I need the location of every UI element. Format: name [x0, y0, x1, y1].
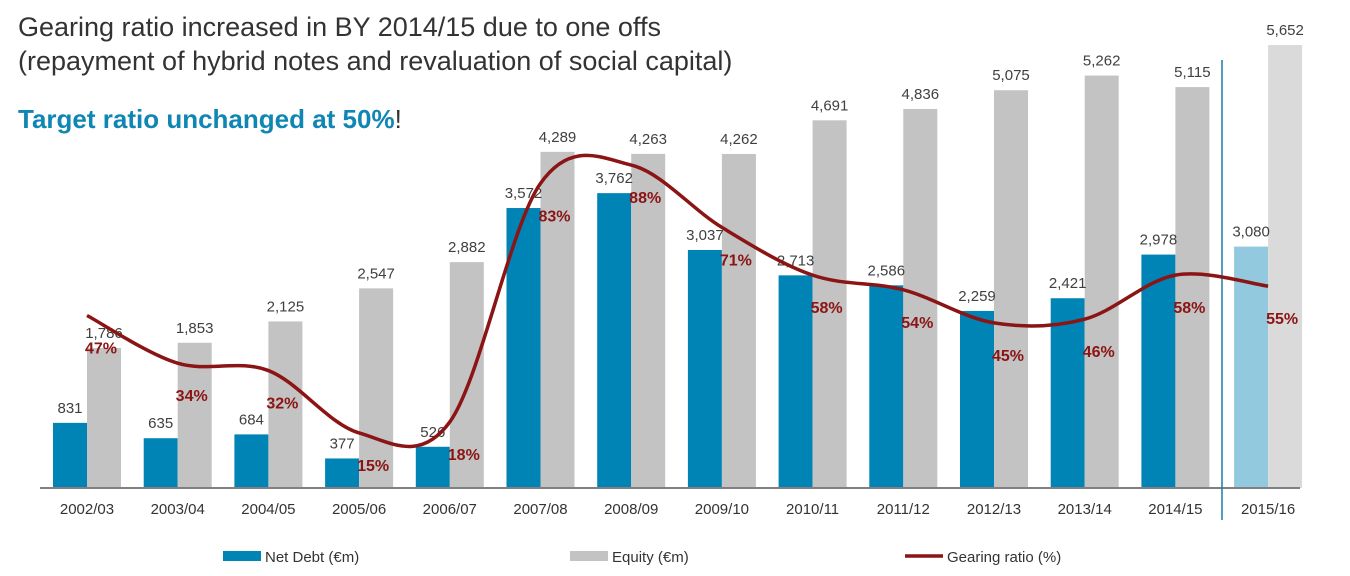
equity-value-label: 1,853	[176, 320, 214, 337]
net-debt-bar	[325, 458, 360, 488]
equity-bar	[1175, 87, 1210, 488]
net-debt-bar	[869, 285, 904, 488]
gearing-ratio-label: 46%	[1083, 344, 1115, 361]
category-tick-label: 2009/10	[695, 501, 749, 518]
gearing-ratio-line	[86, 153, 1269, 449]
net-debt-bar	[415, 446, 450, 488]
target-ratio-suffix: !	[394, 104, 402, 134]
net-debt-value-label: 526	[420, 424, 445, 441]
legend-swatch	[223, 551, 261, 561]
equity-value-label: 5,115	[1174, 64, 1210, 81]
gearing-ratio-label: 18%	[448, 447, 480, 464]
category-tick-label: 2013/14	[1058, 501, 1112, 518]
category-tick-label: 2007/08	[513, 501, 567, 518]
gearing-ratio-label: 71%	[720, 252, 752, 269]
equity-bar	[540, 151, 575, 488]
category-tick-label: 2004/05	[241, 501, 295, 518]
gearing-ratio-label: 58%	[811, 300, 843, 317]
net-debt-value-label: 3,037	[686, 227, 724, 244]
target-ratio-text: Target ratio unchanged at 50%	[18, 104, 395, 134]
equity-value-label: 2,882	[448, 239, 486, 256]
category-tick-label: 2003/04	[151, 501, 205, 518]
gearing-ratio-label: 58%	[1173, 300, 1205, 317]
equity-value-label: 4,262	[720, 131, 758, 148]
category-tick-label: 2008/09	[604, 501, 658, 518]
category-tick-label: 2005/06	[332, 501, 386, 518]
equity-bar	[449, 262, 484, 488]
net-debt-value-label: 831	[57, 400, 82, 417]
equity-value-label: 4,691	[811, 97, 849, 114]
equity-bar	[631, 153, 666, 488]
equity-bar	[812, 120, 847, 488]
legend-label: Net Debt (€m)	[265, 549, 359, 566]
gearing-ratio-label: 34%	[176, 388, 208, 405]
net-debt-bar	[234, 434, 269, 488]
equity-bar	[721, 153, 756, 489]
gearing-ratio-label: 15%	[357, 458, 389, 475]
net-debt-value-label: 377	[330, 435, 355, 452]
chart-title: Gearing ratio increased in BY 2014/15 du…	[18, 10, 732, 78]
gearing-ratio-label: 47%	[85, 341, 117, 358]
equity-bar	[994, 90, 1028, 488]
equity-value-label: 2,547	[357, 265, 395, 282]
net-debt-bar	[597, 193, 632, 488]
net-debt-value-label: 2,978	[1140, 232, 1178, 249]
legend-label: Gearing ratio (%)	[947, 549, 1061, 566]
net-debt-bar	[1141, 254, 1176, 488]
equity-value-label: 2,125	[267, 298, 305, 315]
category-tick-label: 2002/03	[60, 501, 114, 518]
category-tick-label: 2011/12	[877, 501, 930, 518]
title-line-1: Gearing ratio increased in BY 2014/15 du…	[18, 12, 661, 42]
category-tick-label: 2006/07	[423, 501, 477, 518]
net-debt-bar	[53, 422, 87, 488]
legend-swatch	[570, 551, 608, 561]
gearing-ratio-label: 45%	[992, 348, 1024, 365]
equity-value-label: 5,262	[1083, 53, 1121, 70]
net-debt-bar	[143, 438, 178, 488]
gearing-ratio-label: 83%	[538, 208, 570, 225]
category-tick-label: 2015/16	[1241, 501, 1295, 518]
net-debt-bar	[960, 310, 994, 488]
equity-value-label: 5,075	[992, 67, 1030, 84]
net-debt-value-label: 684	[239, 411, 264, 428]
net-debt-bar	[687, 249, 722, 488]
gearing-ratio-label: 54%	[901, 315, 933, 332]
gearing-ratio-label: 55%	[1266, 311, 1298, 328]
net-debt-value-label: 2,259	[958, 288, 996, 305]
target-ratio-headline: Target ratio unchanged at 50%!	[18, 104, 402, 135]
net-debt-value-label: 635	[148, 415, 173, 432]
equity-bar	[87, 348, 121, 488]
net-debt-value-label: 2,421	[1049, 275, 1087, 292]
equity-value-label: 4,836	[902, 86, 940, 103]
gearing-ratio-label: 88%	[629, 190, 661, 207]
equity-value-label: 5,652	[1266, 22, 1304, 39]
net-debt-value-label: 2,586	[868, 262, 906, 279]
gearing-ratio-label: 32%	[266, 396, 298, 413]
equity-bar	[268, 321, 303, 488]
net-debt-value-label: 3,762	[595, 170, 633, 187]
legend-label: Equity (€m)	[612, 549, 689, 566]
equity-bar	[1268, 45, 1303, 488]
category-tick-label: 2014/15	[1148, 501, 1202, 518]
title-line-2: (repayment of hybrid notes and revaluati…	[18, 46, 733, 76]
category-tick-label: 2010/11	[786, 501, 839, 518]
equity-bar	[1084, 75, 1119, 489]
category-tick-label: 2012/13	[967, 501, 1021, 518]
net-debt-bar	[1050, 298, 1085, 488]
net-debt-value-label: 3,080	[1232, 224, 1270, 241]
net-debt-bar	[778, 275, 813, 488]
equity-bar	[359, 288, 394, 488]
equity-value-label: 4,289	[539, 129, 577, 146]
equity-value-label: 4,263	[629, 131, 667, 148]
